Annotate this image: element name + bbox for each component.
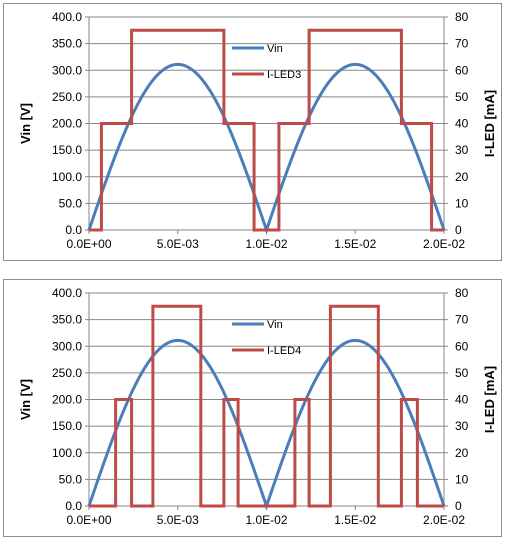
x-tick-label: 1.0E-02 xyxy=(245,513,287,527)
y2-tick-label: 10 xyxy=(455,196,469,210)
x-tick-label: 2.0E-02 xyxy=(423,237,465,251)
y-axis-title: Vin [V] xyxy=(18,103,33,144)
y2-tick-label: 50 xyxy=(455,90,469,104)
y2-tick-label: 20 xyxy=(455,170,469,184)
x-tick-label: 2.0E-02 xyxy=(423,513,465,527)
y-tick-label: 50.0 xyxy=(59,196,83,210)
x-tick-label: 1.0E-02 xyxy=(245,237,287,251)
x-tick-label: 0.0E+00 xyxy=(66,513,111,527)
x-tick-label: 1.5E-02 xyxy=(334,237,376,251)
y2-tick-label: 60 xyxy=(455,63,469,77)
x-tick-label: 1.5E-02 xyxy=(334,513,376,527)
y-axis-title: Vin [V] xyxy=(18,379,33,420)
y2-tick-label: 20 xyxy=(455,446,469,460)
y-tick-label: 200.0 xyxy=(52,393,82,407)
y2-tick-label: 40 xyxy=(455,393,469,407)
y-tick-label: 300.0 xyxy=(52,339,82,353)
y-tick-label: 0.0 xyxy=(65,223,82,237)
y2-tick-label: 60 xyxy=(455,339,469,353)
y-tick-label: 350.0 xyxy=(52,37,82,51)
legend-label: Vin xyxy=(267,43,283,55)
series-line-i-led4 xyxy=(89,304,444,508)
y-tick-label: 150.0 xyxy=(52,143,82,157)
series-line-vin xyxy=(87,338,446,511)
y2-axis-title: I-LED [mA] xyxy=(482,90,497,157)
y-tick-label: 300.0 xyxy=(52,63,82,77)
y2-tick-label: 40 xyxy=(455,117,469,131)
y2-tick-label: 80 xyxy=(455,286,469,300)
y2-tick-label: 70 xyxy=(455,313,469,327)
chart-panel-top: 0.0 50.0 100.0 150.0 200.0 250.0 300.0 350.0 400… xyxy=(3,3,502,261)
y-tick-label: 50.0 xyxy=(59,472,83,486)
y2-tick-label: 0 xyxy=(455,223,462,237)
y-tick-label: 350.0 xyxy=(52,313,82,327)
x-tick-label: 0.0E+00 xyxy=(66,237,111,251)
y-tick-label: 100.0 xyxy=(52,446,82,460)
chart-svg-top: 0.050.0100.0150.0200.0250.0300.0350.0400… xyxy=(18,10,497,251)
y2-tick-label: 30 xyxy=(455,419,469,433)
y2-tick-label: 30 xyxy=(455,143,469,157)
legend-label: I-LED4 xyxy=(267,345,301,357)
y-tick-label: 250.0 xyxy=(52,366,82,380)
series-line-vin xyxy=(87,62,446,235)
x-tick-label: 5.0E-03 xyxy=(157,513,199,527)
y-tick-label: 0.0 xyxy=(65,499,82,513)
y-tick-label: 400.0 xyxy=(52,10,82,24)
chart-svg-bottom: 0.050.0100.0150.0200.0250.0300.0350.0400… xyxy=(18,286,497,527)
y2-tick-label: 70 xyxy=(455,37,469,51)
y-tick-label: 250.0 xyxy=(52,90,82,104)
chart-panel-bottom: 0.0 50.0 100.0 150.0 200.0 250.0 300.0 350.0 400… xyxy=(3,279,502,537)
y2-tick-label: 0 xyxy=(455,499,462,513)
x-tick-label: 5.0E-03 xyxy=(157,237,199,251)
y2-axis-title: I-LED [mA] xyxy=(482,366,497,433)
y-tick-label: 150.0 xyxy=(52,419,82,433)
y-tick-label: 100.0 xyxy=(52,170,82,184)
y-tick-label: 200.0 xyxy=(52,117,82,131)
y2-tick-label: 10 xyxy=(455,472,469,486)
series-line-i-led3 xyxy=(89,28,444,232)
y2-tick-label: 50 xyxy=(455,366,469,380)
legend-label: I-LED3 xyxy=(267,69,301,81)
legend-label: Vin xyxy=(267,319,283,331)
y-tick-label: 400.0 xyxy=(52,286,82,300)
y2-tick-label: 80 xyxy=(455,10,469,24)
